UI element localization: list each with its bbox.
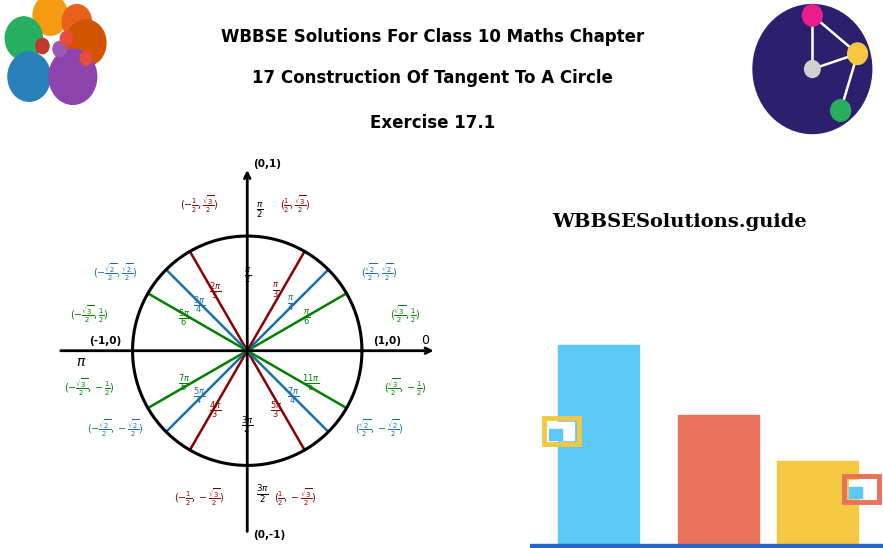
Text: $\frac{\pi}{2}$: $\frac{\pi}{2}$	[256, 201, 264, 220]
Text: $\frac{\pi}{4}$: $\frac{\pi}{4}$	[287, 295, 294, 315]
Bar	[544, 418, 579, 444]
Text: $\frac{5\pi}{3}$: $\frac{5\pi}{3}$	[270, 399, 282, 421]
Circle shape	[831, 100, 850, 121]
Text: $\frac{\pi}{2}$: $\frac{\pi}{2}$	[244, 267, 251, 286]
Text: $(\frac{\sqrt{2}}{2},\frac{\sqrt{2}}{2})$: $(\frac{\sqrt{2}}{2},\frac{\sqrt{2}}{2})…	[361, 262, 397, 283]
Text: $(-\frac{\sqrt{3}}{2},\frac{1}{2})$: $(-\frac{\sqrt{3}}{2},\frac{1}{2})$	[70, 303, 109, 325]
Text: $(\frac{1}{2},\frac{\sqrt{3}}{2})$: $(\frac{1}{2},\frac{\sqrt{3}}{2})$	[280, 193, 311, 215]
Text: 0: 0	[421, 334, 429, 347]
Bar	[678, 415, 759, 545]
Text: $(-\frac{1}{2},\frac{\sqrt{3}}{2})$: $(-\frac{1}{2},\frac{\sqrt{3}}{2})$	[179, 193, 218, 215]
Text: $\frac{7\pi}{6}$: $\frac{7\pi}{6}$	[178, 372, 191, 393]
Circle shape	[62, 4, 92, 38]
Text: (-1,0): (-1,0)	[89, 336, 121, 346]
Text: $\frac{\pi}{3}$: $\frac{\pi}{3}$	[272, 282, 280, 301]
Text: $\frac{2\pi}{3}$: $\frac{2\pi}{3}$	[209, 280, 222, 302]
Text: $\frac{5\pi}{4}$: $\frac{5\pi}{4}$	[192, 386, 205, 408]
Circle shape	[753, 4, 872, 134]
Text: $\frac{\pi}{6}$: $\frac{\pi}{6}$	[303, 309, 311, 328]
Text: $(\frac{\sqrt{3}}{2},\frac{1}{2})$: $(\frac{\sqrt{3}}{2},\frac{1}{2})$	[390, 303, 421, 325]
Bar	[530, 544, 883, 548]
Circle shape	[34, 0, 67, 35]
Text: (0,1): (0,1)	[253, 159, 281, 169]
Text: $(\frac{\sqrt{2}}{2},-\frac{\sqrt{2}}{2})$: $(\frac{\sqrt{2}}{2},-\frac{\sqrt{2}}{2}…	[355, 418, 404, 439]
Circle shape	[60, 31, 72, 45]
Text: $\frac{7\pi}{4}$: $\frac{7\pi}{4}$	[287, 386, 299, 408]
Text: $(\frac{\sqrt{3}}{2},-\frac{1}{2})$: $(\frac{\sqrt{3}}{2},-\frac{1}{2})$	[384, 376, 426, 398]
Text: $\frac{3\pi}{2}$: $\frac{3\pi}{2}$	[256, 483, 269, 505]
Text: (1,0): (1,0)	[374, 336, 402, 346]
Text: $(-\frac{1}{2},-\frac{\sqrt{3}}{2})$: $(-\frac{1}{2},-\frac{\sqrt{3}}{2})$	[174, 487, 224, 508]
Circle shape	[804, 61, 820, 77]
Text: WBBSESolutions.guide: WBBSESolutions.guide	[553, 214, 807, 231]
Text: $\frac{3\pi}{4}$: $\frac{3\pi}{4}$	[192, 294, 205, 316]
Text: $(\frac{1}{2},-\frac{\sqrt{3}}{2})$: $(\frac{1}{2},-\frac{\sqrt{3}}{2})$	[274, 487, 317, 508]
Circle shape	[80, 52, 92, 65]
Text: $(-\frac{\sqrt{2}}{2},\frac{\sqrt{2}}{2})$: $(-\frac{\sqrt{2}}{2},\frac{\sqrt{2}}{2}…	[93, 262, 138, 283]
Circle shape	[803, 4, 822, 26]
Text: $\frac{3\pi}{2}$: $\frac{3\pi}{2}$	[241, 414, 253, 436]
Text: Exercise 17.1: Exercise 17.1	[370, 113, 495, 132]
Bar	[849, 487, 862, 498]
Circle shape	[35, 38, 49, 54]
Bar	[849, 480, 874, 498]
Text: WBBSE Solutions For Class 10 Maths Chapter: WBBSE Solutions For Class 10 Maths Chapt…	[221, 27, 645, 45]
Text: $\pi$: $\pi$	[76, 355, 87, 369]
Text: $\frac{5\pi}{6}$: $\frac{5\pi}{6}$	[178, 308, 191, 329]
Text: $\frac{11\pi}{6}$: $\frac{11\pi}{6}$	[302, 372, 319, 393]
Circle shape	[66, 20, 106, 66]
Bar	[844, 476, 879, 502]
Bar	[549, 422, 574, 440]
Circle shape	[5, 17, 42, 60]
Circle shape	[53, 42, 66, 57]
Bar	[549, 429, 562, 440]
Text: 17 Construction Of Tangent To A Circle: 17 Construction Of Tangent To A Circle	[253, 69, 613, 87]
Circle shape	[848, 43, 867, 65]
Text: $(-\frac{\sqrt{3}}{2},-\frac{1}{2})$: $(-\frac{\sqrt{3}}{2},-\frac{1}{2})$	[64, 376, 115, 398]
Text: (0,-1): (0,-1)	[253, 530, 285, 540]
Text: $\frac{4\pi}{3}$: $\frac{4\pi}{3}$	[209, 399, 222, 421]
Bar	[558, 345, 639, 545]
Circle shape	[49, 49, 97, 104]
Text: $(-\frac{\sqrt{2}}{2},-\frac{\sqrt{2}}{2})$: $(-\frac{\sqrt{2}}{2},-\frac{\sqrt{2}}{2…	[87, 418, 144, 439]
Circle shape	[8, 52, 50, 101]
Bar	[777, 461, 858, 545]
